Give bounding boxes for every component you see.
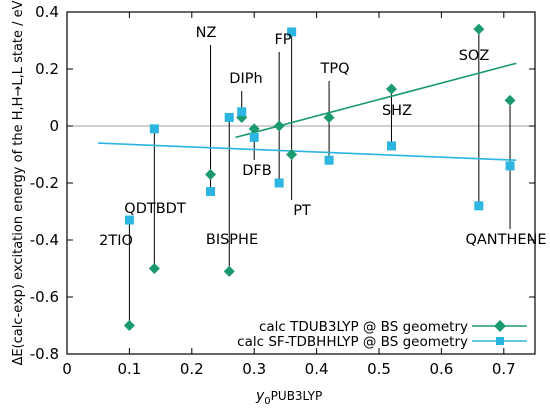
tdub3lyp-point [473, 23, 485, 35]
x-axis-title: y0PUB3LYP [255, 388, 322, 407]
molecule-label: SOZ [459, 48, 490, 64]
x-tick-label: 0 [62, 360, 72, 378]
x-tick-label: 0.6 [429, 360, 453, 378]
y-axis-title: ΔE(calc-exp) excitation energy of the H,… [11, 0, 26, 365]
molecule-label: DFB [242, 163, 271, 179]
tdub3lyp-point [148, 263, 160, 274]
tdub3lyp-point [286, 149, 298, 160]
legend: calc TDUB3LYP @ BS geometry calc SF-TDBH… [237, 319, 527, 350]
legend-diamond-marker [494, 320, 506, 332]
sf-tdbhhlyp-point [386, 141, 396, 151]
x-axis-title-main: y [255, 388, 265, 404]
molecule-label: PT [293, 203, 311, 219]
x-tick-label: 0.4 [305, 360, 329, 378]
x-tick-label: 0.3 [242, 360, 266, 378]
x-axis-ticks: 0 0.1 0.2 0.3 0.4 0.5 0.6 0.7 [62, 12, 516, 378]
sf-tdbhhlyp-point [505, 161, 515, 171]
x-tick-label: 0.5 [367, 360, 391, 378]
point-labels: 2TIO QDTBDT NZ BISPHE DIPh DFB FP PT TPQ SHZ SOZ QA… [99, 25, 546, 249]
molecule-label: SHZ [382, 103, 412, 119]
molecule-label: DIPh [229, 71, 262, 87]
sf-tdbhhlyp-point [324, 155, 334, 165]
molecule-label: TPQ [319, 61, 349, 77]
molecule-label: FP [274, 32, 291, 48]
y-tick-label: -0.8 [30, 345, 59, 363]
tdub3lyp-point [385, 83, 397, 95]
y-tick-label: -0.6 [30, 288, 59, 306]
y-tick-label: 0.2 [35, 60, 59, 78]
molecule-label: BISPHE [206, 232, 258, 248]
x-axis-title-sub: 0 [264, 396, 270, 407]
y-tick-label: 0.4 [35, 3, 59, 21]
sf-tdbhhlyp-point [287, 27, 297, 37]
tdub3lyp-point [504, 94, 516, 106]
tdub3lyp-point [123, 320, 135, 331]
sf-tdbhhlyp-point [237, 107, 247, 117]
tdub3lyp-point [205, 168, 217, 180]
tdub3lyp-point [248, 123, 260, 135]
y-tick-label: -0.4 [30, 231, 59, 249]
sf-tdbhhlyp-point [206, 187, 216, 197]
legend-entry-label: calc SF-TDBHHLYP @ BS geometry [237, 334, 468, 350]
legend-entry-label: calc TDUB3LYP @ BS geometry [259, 319, 468, 335]
x-tick-label: 0.1 [117, 360, 141, 378]
sf-tdbhhlyp-point [124, 215, 134, 225]
sf-tdbhhlyp-point [149, 124, 159, 134]
tdub3lyp-point [223, 265, 235, 277]
sf-tdbhhlyp-point [249, 132, 259, 142]
sf-tdbhhlyp-point [274, 178, 284, 188]
tdub3lyp-point [323, 111, 335, 123]
data-markers [123, 23, 516, 331]
sf-tdbhhlyp-point [474, 201, 484, 211]
molecule-label: QANTHENE [465, 232, 546, 248]
legend-square-marker [496, 337, 504, 345]
x-tick-label: 0.7 [492, 360, 516, 378]
x-axis-title-suffix: PUB3LYP [271, 389, 323, 403]
tdub3lyp-point [273, 120, 285, 132]
fit-lines [98, 62, 517, 161]
sf-tdbhhlyp-point [224, 112, 234, 122]
y-tick-label: 0 [49, 117, 59, 135]
x-tick-label: 0.2 [180, 360, 204, 378]
molecule-label: 2TIO [99, 233, 133, 249]
molecule-label: NZ [196, 25, 217, 41]
sf-tdbhhlyp-fit-line [98, 142, 517, 161]
molecule-label: QDTBDT [124, 201, 186, 217]
y-tick-label: -0.2 [30, 174, 59, 192]
y-axis-ticks: -0.8 -0.6 -0.4 -0.2 0 0.2 0.4 [30, 3, 535, 363]
